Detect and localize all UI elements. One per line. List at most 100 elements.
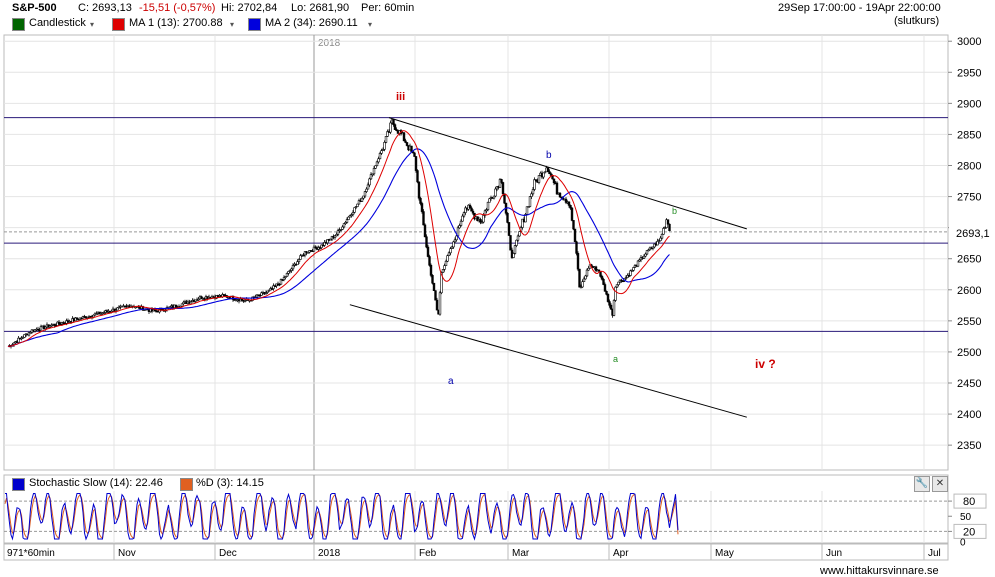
legend-candlestick[interactable]: Candlestick ▾ — [12, 17, 102, 31]
candle-body — [326, 239, 329, 244]
candle-body — [153, 309, 157, 312]
candle-body — [368, 178, 371, 186]
candle-body — [381, 149, 385, 151]
year-marker-label: 2018 — [318, 38, 341, 49]
candle-body — [174, 304, 178, 308]
candle-body — [102, 312, 106, 314]
candle-body — [567, 201, 571, 206]
candle-body — [537, 175, 541, 183]
candle-body — [533, 179, 536, 190]
candle-body — [278, 283, 281, 286]
pctd-line — [4, 493, 679, 539]
ma1-swatch — [112, 18, 125, 31]
candle-body — [23, 334, 26, 338]
candle-body — [405, 142, 409, 146]
candle-body — [581, 281, 584, 288]
candle-body — [666, 219, 670, 225]
candle-body — [21, 337, 25, 339]
candle-body — [281, 279, 284, 281]
candle-body — [624, 277, 628, 279]
candle-body — [378, 153, 382, 160]
x-axis-label: Jul — [928, 548, 941, 559]
candle-body — [576, 253, 580, 270]
candle-body — [413, 152, 416, 157]
candle-body — [240, 298, 244, 301]
wave-label-b-small: b — [672, 206, 677, 216]
candle-body — [299, 255, 302, 260]
close-value: C: 2693,13 — [78, 2, 132, 14]
last-price-box — [949, 223, 994, 240]
candle-body — [266, 290, 269, 293]
candle-body — [260, 292, 263, 296]
legend-ma2[interactable]: MA 2 (34): 2690.11 ▾ — [248, 17, 378, 31]
candles-group — [8, 118, 671, 349]
candle-body — [587, 267, 590, 271]
stoch-tick-label: 50 — [960, 512, 972, 523]
candle-body — [200, 296, 203, 299]
candle-body — [621, 280, 625, 283]
candle-body — [279, 279, 283, 285]
candle-body — [345, 219, 349, 223]
candle-body — [231, 295, 235, 300]
candle-body — [548, 171, 551, 175]
candle-body — [362, 195, 365, 199]
candle-body — [584, 275, 587, 280]
candle-body — [384, 136, 388, 143]
candle-body — [420, 203, 424, 212]
stoch-level-box — [953, 493, 987, 509]
candle-body — [258, 294, 262, 297]
stoch-level-label: 80 — [963, 496, 975, 508]
chevron-down-icon: ▾ — [230, 20, 235, 29]
candle-body — [357, 200, 361, 205]
candle-body — [444, 260, 448, 266]
candle-body — [306, 251, 310, 254]
candle-body — [443, 265, 446, 270]
legend-candlestick-label: Candlestick — [29, 17, 86, 29]
candle-body — [480, 221, 484, 224]
ma2-line — [7, 148, 670, 348]
wrench-icon[interactable]: 🔧 — [914, 476, 930, 492]
y-tick-label: 2750 — [957, 192, 981, 204]
candle-body — [296, 261, 299, 266]
candle-body — [365, 188, 368, 192]
candle-body — [197, 298, 200, 301]
candle-body — [393, 124, 397, 130]
candle-body — [336, 230, 340, 235]
x-axis-label: Mar — [512, 548, 530, 559]
chevron-down-icon: ▾ — [368, 20, 373, 29]
x-axis-label: 971*60min — [7, 548, 55, 559]
candle-body — [492, 195, 496, 199]
wave-label-a: a — [448, 376, 454, 387]
source-watermark[interactable]: www.hittakursvinnare.se — [820, 565, 939, 577]
candle-body — [645, 250, 649, 255]
candle-body — [524, 214, 527, 223]
candle-body — [339, 229, 343, 231]
candle-body — [417, 181, 421, 199]
legend-stoch-label: Stochastic Slow (14): 22.46 — [29, 477, 163, 489]
candle-body — [369, 174, 373, 180]
candle-body — [380, 150, 383, 154]
candle-body — [615, 284, 619, 288]
candle-body — [512, 253, 515, 258]
candle-body — [435, 299, 439, 311]
change-value: -15,51 (-0,57%) — [139, 2, 216, 14]
candle-body — [606, 294, 610, 302]
candle-body — [614, 286, 617, 301]
candle-body — [386, 131, 389, 137]
candle-body — [608, 301, 611, 306]
candle-body — [546, 167, 550, 172]
channel-trendline — [388, 117, 747, 230]
candle-body — [347, 216, 350, 220]
candle-body — [312, 246, 316, 252]
candle-body — [572, 220, 575, 230]
legend-ma1[interactable]: MA 1 (13): 2700.88 ▾ — [112, 17, 240, 31]
close-icon[interactable]: ✕ — [932, 476, 948, 492]
candle-body — [485, 209, 488, 212]
candle-body — [483, 210, 487, 216]
candle-body — [513, 245, 517, 254]
candle-body — [452, 241, 455, 248]
price-plot-area — [3, 34, 949, 471]
candle-body — [341, 226, 344, 230]
candle-body — [657, 240, 661, 243]
